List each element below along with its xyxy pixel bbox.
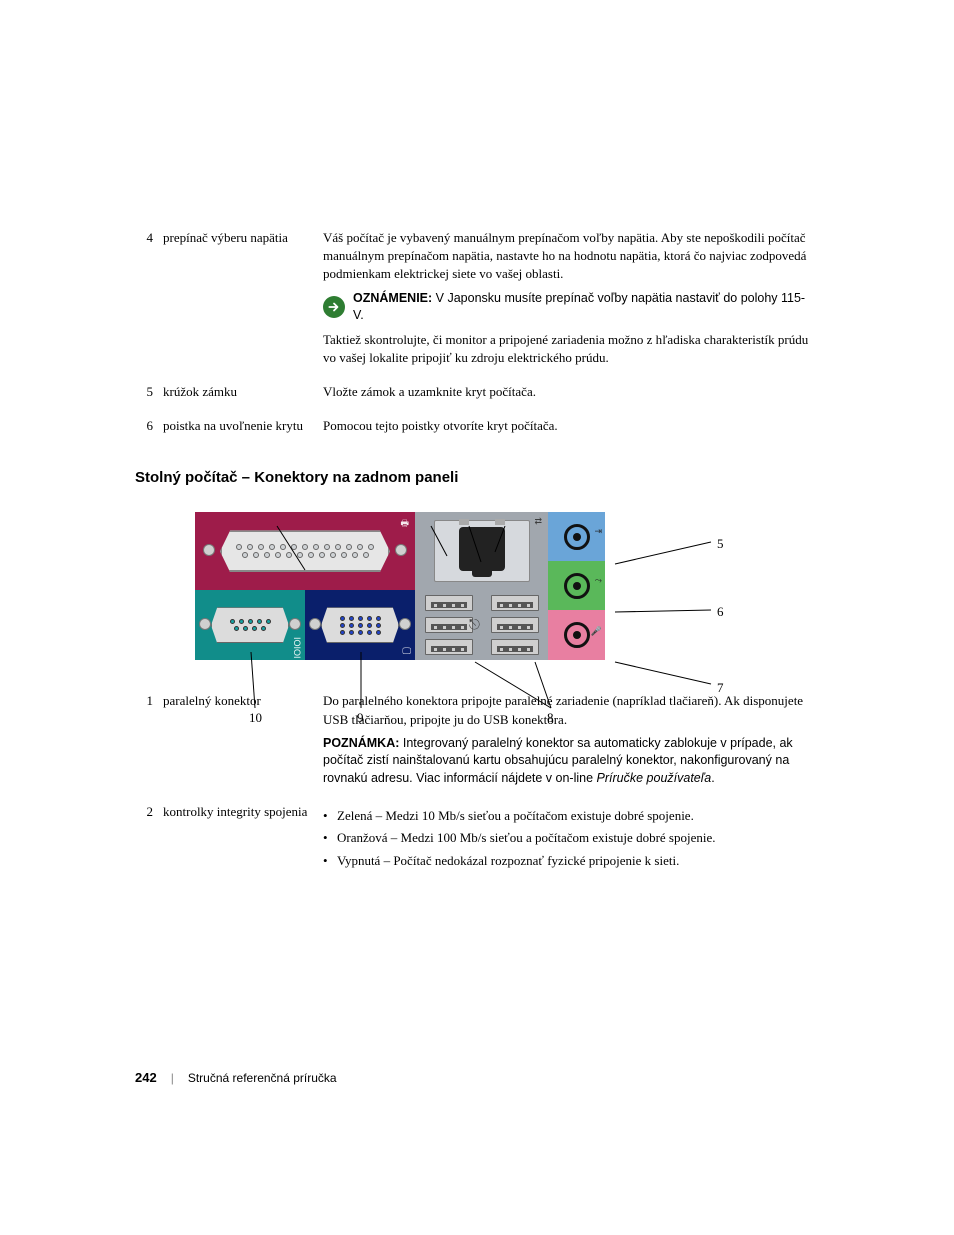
definitions-table-top: 4 prepínač výberu napätia Váš počítač je… bbox=[135, 225, 819, 447]
row-number: 6 bbox=[135, 413, 163, 447]
table-row: 4 prepínač výberu napätia Váš počítač je… bbox=[135, 225, 819, 379]
table-row: 5 krúžok zámku Vložte zámok a uzamknite … bbox=[135, 379, 819, 413]
screw-icon bbox=[309, 618, 321, 630]
callout-7: 7 bbox=[717, 680, 724, 696]
row-term: poistka na uvoľnenie krytu bbox=[163, 413, 323, 447]
row-term: kontrolky integrity spojenia bbox=[163, 799, 323, 886]
callout-6: 6 bbox=[717, 604, 724, 620]
section-heading: Stolný počítač – Konektory na zadnom pan… bbox=[135, 469, 819, 486]
table-row: 2 kontrolky integrity spojenia Zelená – … bbox=[135, 799, 819, 886]
connector-panel: 🖶 IOIOI bbox=[195, 512, 605, 660]
notice-label: OZNÁMENIE: bbox=[353, 291, 432, 305]
usb-column bbox=[491, 595, 539, 655]
usb-group bbox=[425, 595, 539, 655]
line-out-jack bbox=[564, 573, 590, 599]
row-number: 1 bbox=[135, 688, 163, 799]
page-footer: 242 | Stručná referenčná príručka bbox=[135, 1070, 337, 1085]
row-description: Pomocou tejto poistky otvoríte kryt počí… bbox=[323, 413, 819, 447]
list-item: Vypnutá – Počítač nedokázal rozpoznať fy… bbox=[323, 852, 811, 870]
line-out-cell: ⤳ bbox=[548, 561, 605, 610]
callout-10: 10 bbox=[249, 710, 262, 726]
screw-icon bbox=[395, 544, 407, 556]
pin-row bbox=[242, 552, 369, 558]
bullet-list: Zelená – Medzi 10 Mb/s sieťou a počítačo… bbox=[323, 807, 811, 870]
notice-row: OZNÁMENIE: V Japonsku musíte prepínač vo… bbox=[323, 290, 811, 325]
callout-9: 9 bbox=[357, 710, 364, 726]
page-number: 242 bbox=[135, 1070, 157, 1085]
line-in-jack bbox=[564, 524, 590, 550]
usb-port bbox=[491, 595, 539, 611]
monitor-glyph: 🖵 bbox=[402, 646, 411, 657]
note-text-b: . bbox=[711, 771, 714, 785]
row-number: 2 bbox=[135, 799, 163, 886]
panel-column-left: 🖶 IOIOI bbox=[195, 512, 415, 660]
row-term: paralelný konektor bbox=[163, 688, 323, 799]
note-label: POZNÁMKA: bbox=[323, 736, 399, 750]
mic-cell: 🎤 bbox=[548, 610, 605, 660]
panel-column-right: ⇥ ⤳ 🎤 bbox=[548, 512, 605, 660]
usb-port bbox=[491, 617, 539, 633]
screw-icon bbox=[199, 618, 211, 630]
screw-icon bbox=[399, 618, 411, 630]
mic-glyph: 🎤 bbox=[591, 626, 602, 637]
table-row: 1 paralelný konektor Do paralelného kone… bbox=[135, 688, 819, 799]
printer-glyph: 🖶 bbox=[401, 516, 410, 532]
usb-column bbox=[425, 595, 473, 655]
panel-column-mid: ⇄ ⎋ bbox=[415, 512, 548, 660]
row-number: 4 bbox=[135, 225, 163, 379]
line-in-cell: ⇥ bbox=[548, 512, 605, 561]
row-description: Váš počítač je vybavený manuálnym prepín… bbox=[323, 225, 819, 379]
row-description: Zelená – Medzi 10 Mb/s sieťou a počítačo… bbox=[323, 799, 819, 886]
rj45-connector bbox=[459, 527, 505, 571]
rear-panel-diagram: 1 2 3 4 5 6 7 10 9 8 bbox=[195, 512, 725, 660]
serial-connector bbox=[211, 607, 289, 643]
line-in-glyph: ⇥ bbox=[594, 526, 602, 537]
note-text-italic: Príručke používateľa bbox=[597, 771, 712, 785]
vga-port-cell: 🖵 bbox=[305, 590, 415, 660]
network-cell: ⇄ bbox=[415, 512, 548, 590]
footer-separator: | bbox=[171, 1071, 174, 1085]
row-term: krúžok zámku bbox=[163, 379, 323, 413]
pin-row bbox=[236, 544, 374, 550]
row-term: prepínač výberu napätia bbox=[163, 225, 323, 379]
callout-5: 5 bbox=[717, 536, 724, 552]
network-glyph: ⇄ bbox=[534, 516, 542, 527]
panel-row-bottom-left: IOIOI 🖵 bbox=[195, 590, 415, 660]
screw-icon bbox=[289, 618, 301, 630]
serial-port-cell: IOIOI bbox=[195, 590, 305, 660]
notice-arrow-icon bbox=[323, 296, 345, 318]
note-block: POZNÁMKA: Integrovaný paralelný konektor… bbox=[323, 735, 811, 788]
callout-8: 8 bbox=[547, 710, 554, 726]
vga-connector bbox=[321, 607, 399, 643]
nic-leds bbox=[459, 519, 505, 525]
description-text: Do paralelného konektora pripojte parale… bbox=[323, 692, 811, 728]
line-out-glyph: ⤳ bbox=[595, 575, 602, 586]
parallel-connector bbox=[220, 530, 390, 572]
usb-port bbox=[425, 595, 473, 611]
definitions-table-bottom: 1 paralelný konektor Do paralelného kone… bbox=[135, 688, 819, 885]
row-description: Do paralelného konektora pripojte parale… bbox=[323, 688, 819, 799]
list-item: Zelená – Medzi 10 Mb/s sieťou a počítačo… bbox=[323, 807, 811, 825]
screw-icon bbox=[203, 544, 215, 556]
parallel-port-cell: 🖶 bbox=[195, 512, 415, 590]
ioioi-label: IOIOI bbox=[292, 637, 302, 659]
usb-port bbox=[425, 639, 473, 655]
row-number: 5 bbox=[135, 379, 163, 413]
usb-port bbox=[425, 617, 473, 633]
table-row: 6 poistka na uvoľnenie krytu Pomocou tej… bbox=[135, 413, 819, 447]
page-content: 4 prepínač výberu napätia Váš počítač je… bbox=[0, 0, 954, 886]
description-after: Taktiež skontrolujte, či monitor a pripo… bbox=[323, 331, 811, 367]
mic-jack bbox=[564, 622, 590, 648]
usb-cell: ⎋ bbox=[415, 590, 548, 660]
description-text: Váš počítač je vybavený manuálnym prepín… bbox=[323, 229, 811, 284]
list-item: Oranžová – Medzi 100 Mb/s sieťou a počít… bbox=[323, 829, 811, 847]
footer-title: Stručná referenčná príručka bbox=[188, 1071, 337, 1085]
network-connector-shell bbox=[434, 520, 530, 582]
usb-port bbox=[491, 639, 539, 655]
usb-glyph: ⎋ bbox=[469, 616, 480, 633]
row-description: Vložte zámok a uzamknite kryt počítača. bbox=[323, 379, 819, 413]
notice-text: OZNÁMENIE: V Japonsku musíte prepínač vo… bbox=[353, 290, 811, 325]
